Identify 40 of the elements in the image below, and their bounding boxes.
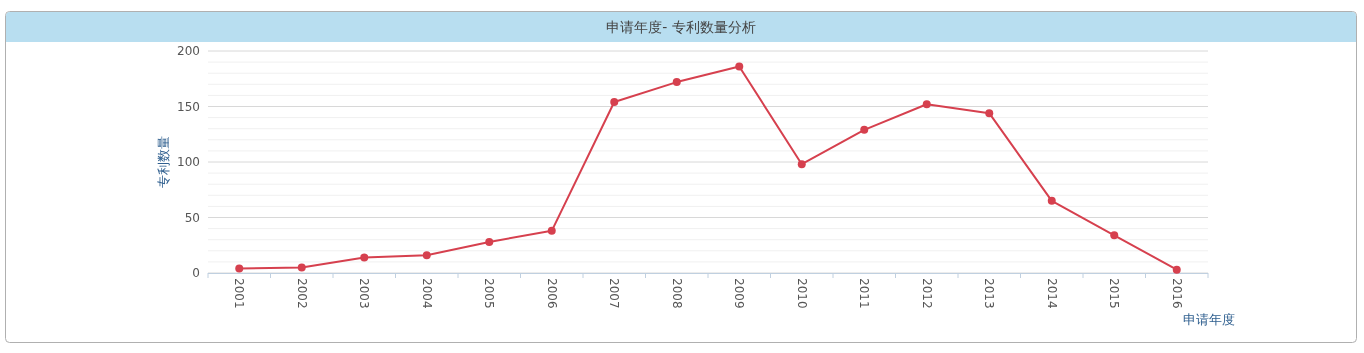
x-tick-label: 2013 <box>982 278 997 309</box>
x-tick-label: 2010 <box>794 278 809 309</box>
y-tick-label: 100 <box>177 155 200 169</box>
x-axis-title: 申请年度 <box>1183 312 1235 327</box>
point <box>860 125 869 134</box>
y-tick-label: 150 <box>177 99 200 114</box>
x-tick-label: 2012 <box>919 278 934 309</box>
point <box>1110 231 1119 240</box>
x-tick-label: 2005 <box>482 278 497 309</box>
point <box>235 264 244 273</box>
title: 申请年度- 专利数量分析 <box>606 19 756 35</box>
x-tick-label: 2002 <box>294 278 309 309</box>
x-tick-label: 2008 <box>669 278 684 309</box>
point <box>922 100 931 109</box>
point <box>985 109 994 118</box>
point <box>360 253 369 262</box>
point <box>610 98 619 107</box>
y-tick-label: 200 <box>177 44 200 58</box>
point <box>1172 265 1181 274</box>
x-tick-label: 2015 <box>1107 278 1122 309</box>
y-axis-title: 专利数量 <box>156 136 171 188</box>
point <box>297 263 306 272</box>
point <box>547 226 556 235</box>
x-tick-label: 2003 <box>357 278 372 309</box>
point <box>485 237 494 246</box>
x-tick-label: 2001 <box>232 278 247 309</box>
x-tick-label: 2011 <box>857 278 872 309</box>
x-tick-label: 2006 <box>544 278 559 309</box>
point <box>1047 196 1056 205</box>
x-tick-label: 2014 <box>1044 278 1059 309</box>
y-tick-label: 0 <box>192 266 200 280</box>
point <box>735 62 744 71</box>
x-tick-label: 2016 <box>1169 278 1184 309</box>
x-tick-label: 2007 <box>607 278 622 309</box>
point <box>422 251 431 260</box>
x-tick-label: 2004 <box>419 278 434 309</box>
point <box>672 78 681 87</box>
y-tick-label: 50 <box>184 210 200 225</box>
x-tick-label: 2009 <box>732 278 747 309</box>
point <box>797 160 806 169</box>
